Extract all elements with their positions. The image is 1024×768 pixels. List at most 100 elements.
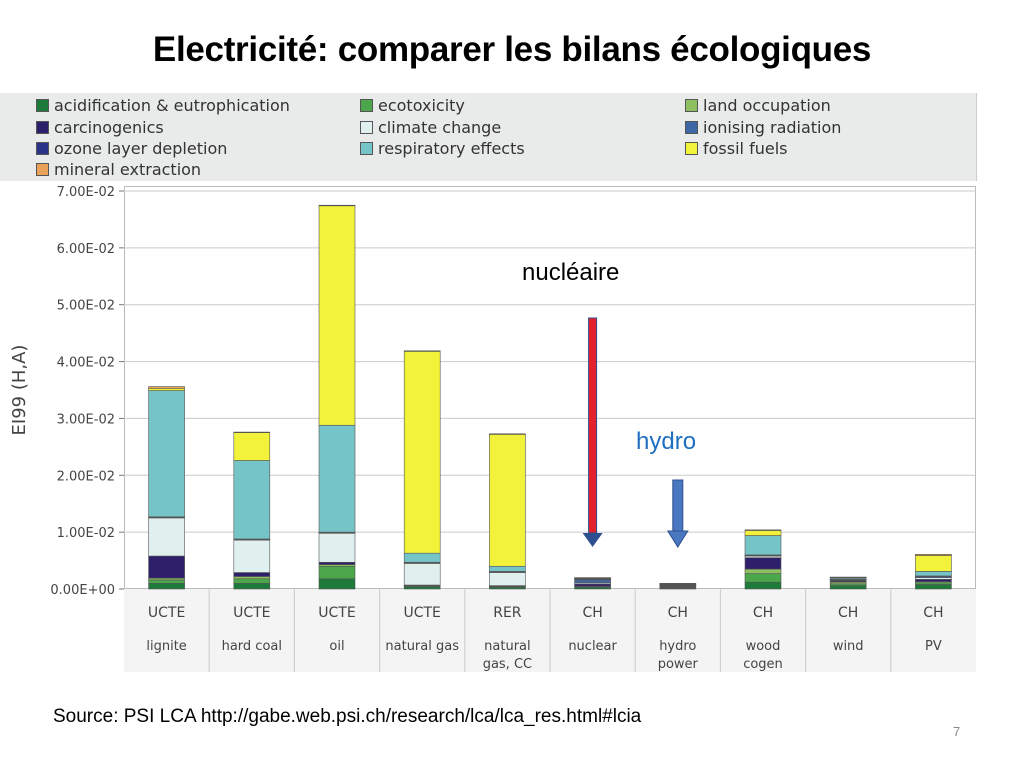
bar-segment	[744, 557, 782, 570]
bar-segment	[915, 579, 952, 582]
legend-label: carcinogenics	[54, 118, 164, 137]
bar-segment	[318, 565, 356, 580]
bar-segment	[915, 584, 952, 590]
x-category-label: UCTE	[233, 605, 270, 621]
legend-item: climate change	[360, 118, 501, 137]
legend-swatch	[36, 142, 49, 155]
bar-segment	[233, 539, 271, 573]
bar-segment	[744, 581, 782, 590]
x-category-sublabel: gas, CC	[483, 657, 532, 672]
bar-segment	[318, 205, 356, 426]
nuclear-annotation: nucléaire	[522, 259, 620, 286]
legend-item: ecotoxicity	[360, 96, 465, 115]
bar-segment	[233, 583, 271, 590]
x-category-sublabel: natural	[484, 639, 530, 654]
legend-item: ozone layer depletion	[36, 139, 227, 158]
legend-label: land occupation	[703, 96, 831, 115]
bar-segment	[148, 555, 185, 579]
x-category-sublabel: natural gas	[385, 639, 459, 654]
bar-segment	[403, 563, 441, 586]
bar-segment	[318, 532, 356, 563]
page-number: 7	[953, 724, 961, 739]
bar-segment	[829, 585, 867, 590]
legend-item: ionising radiation	[685, 118, 841, 137]
x-category-sublabel: cogen	[743, 657, 783, 672]
x-category-label: UCTE	[148, 605, 185, 621]
x-category-label: CH	[753, 605, 773, 621]
legend-label: fossil fuels	[703, 139, 788, 158]
legend-item: fossil fuels	[685, 139, 787, 158]
legend-label: ecotoxicity	[378, 96, 465, 115]
legend-item: acidification & eutrophication	[36, 96, 290, 115]
hydro-arrow-head	[666, 530, 689, 548]
y-axis-label: EI99 (H,A)	[9, 345, 30, 436]
y-tick-label: 0.00E+00	[50, 583, 115, 598]
bar-segment	[148, 579, 185, 584]
x-category-label: CH	[838, 605, 858, 621]
legend-swatch	[685, 142, 698, 155]
legend-swatch	[360, 99, 373, 112]
source-citation: Source: PSI LCA http://gabe.web.psi.ch/r…	[53, 706, 642, 727]
bar-segment	[233, 576, 271, 580]
bar-segment	[829, 576, 867, 578]
bar-segment	[233, 460, 271, 540]
bar-segment	[574, 577, 611, 579]
legend-item: carcinogenics	[36, 118, 164, 137]
bar-segment	[744, 529, 782, 531]
legend-label: acidification & eutrophication	[54, 96, 290, 115]
bar-segment	[915, 571, 952, 577]
legend-label: ozone layer depletion	[54, 139, 228, 158]
legend-label: mineral extraction	[54, 160, 202, 179]
legend-swatch	[36, 99, 49, 112]
bar-segment	[148, 517, 185, 557]
bar-segment	[233, 432, 271, 461]
x-category-label: CH	[582, 605, 602, 621]
bar-segment	[489, 434, 526, 567]
legend-swatch	[360, 142, 373, 155]
bar-segment	[403, 552, 441, 563]
chart-legend: acidification & eutrophication carcinoge…	[0, 93, 977, 181]
bar-segment	[233, 431, 271, 433]
legend-item: respiratory effects	[360, 139, 525, 158]
bar-segment	[233, 572, 271, 577]
bar-segment	[318, 561, 356, 565]
legend-item: mineral extraction	[36, 160, 201, 179]
bar-segment	[915, 555, 952, 572]
bar-segment	[148, 390, 185, 518]
x-category-sublabel: lignite	[146, 639, 186, 654]
bar-segment	[403, 351, 441, 554]
bar-segment	[489, 565, 526, 572]
x-category-sublabel: hard coal	[222, 639, 282, 654]
hydro-arrow-shaft	[672, 479, 684, 533]
legend-swatch	[685, 99, 698, 112]
bar-segment	[148, 386, 185, 389]
nuclear-arrow-shaft	[588, 317, 598, 534]
hydro-annotation: hydro	[636, 428, 697, 455]
y-tick-label: 3.00E-02	[57, 412, 115, 427]
legend-label: climate change	[378, 118, 502, 137]
x-category-label: UCTE	[318, 605, 355, 621]
y-tick-label: 1.00E-02	[57, 526, 115, 541]
x-category-sublabel: power	[658, 657, 699, 672]
legend-swatch	[360, 121, 373, 134]
x-category-label: UCTE	[403, 605, 440, 621]
bar-segment	[148, 583, 185, 590]
bar-segment	[744, 530, 782, 536]
legend-swatch	[36, 121, 49, 134]
bar-segment	[318, 424, 356, 533]
x-category-sublabel: nuclear	[568, 639, 617, 654]
nuclear-arrow-head	[582, 533, 603, 547]
bar-segment	[744, 573, 782, 583]
x-category-label: CH	[668, 605, 688, 621]
legend-label: respiratory effects	[378, 139, 525, 158]
legend-swatch	[685, 121, 698, 134]
bar-segment	[744, 535, 782, 556]
bar-segment	[489, 433, 526, 435]
y-tick-label: 5.00E-02	[57, 299, 115, 314]
legend-label: ionising radiation	[703, 118, 842, 137]
bar-segment	[318, 578, 356, 590]
x-category-label: RER	[493, 605, 522, 621]
x-category-sublabel: wood	[746, 639, 781, 654]
bar-segment	[148, 387, 185, 391]
